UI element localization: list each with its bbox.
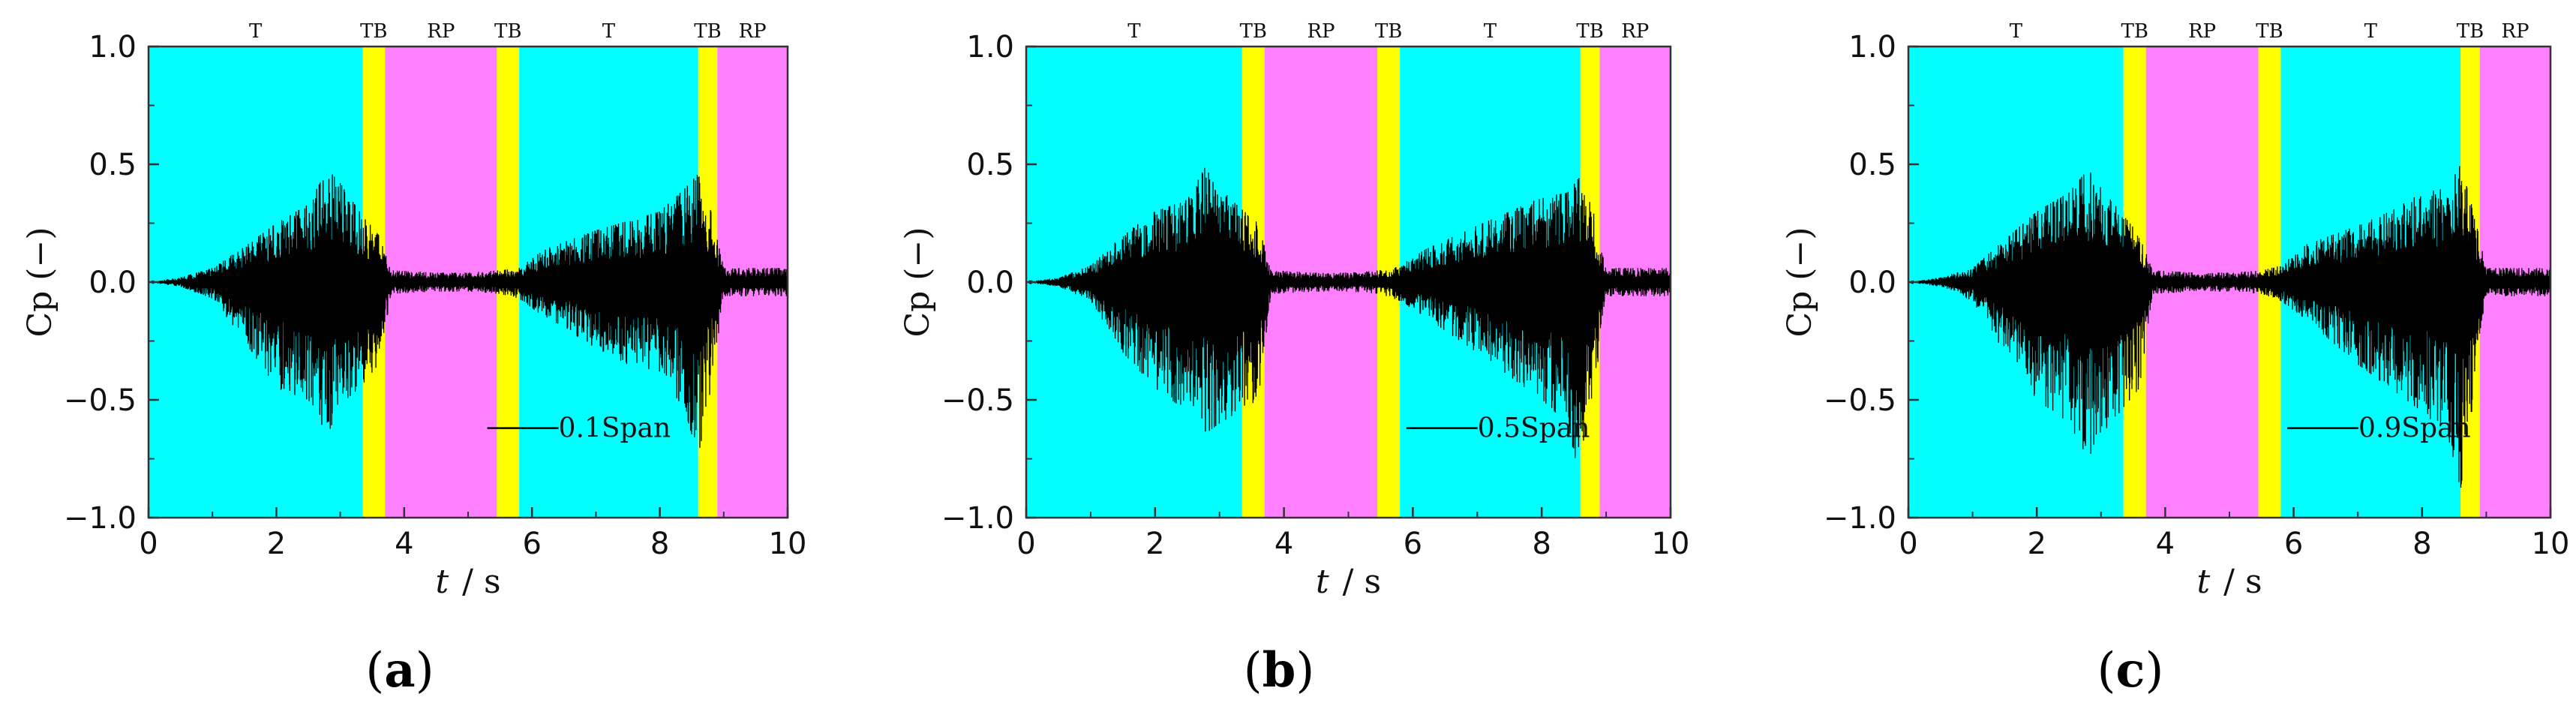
- y-tick-label: 0.5: [966, 148, 1014, 182]
- panel-letter: b: [1262, 642, 1296, 698]
- x-tick-label: 6: [1404, 527, 1422, 561]
- x-axis-label: t / s: [1316, 563, 1381, 601]
- x-tick-label: 8: [650, 527, 669, 561]
- legend-label: 0.5Span: [1478, 413, 1590, 444]
- phase-band-label: T: [249, 20, 263, 43]
- x-tick-label: 6: [2284, 527, 2303, 561]
- phase-band-label: T: [2364, 20, 2378, 43]
- chart-panel-c: T TB RP TB T TB RP 0.9Span −1.0 −0.5 0.0 0.5 1.0 0 2 4 6…: [1781, 20, 2569, 698]
- x-tick-label: 4: [2156, 527, 2175, 561]
- x-tick-label: 10: [1652, 527, 1690, 561]
- y-tick-label: 1.0: [1848, 30, 1896, 65]
- phase-band-label: RP: [1307, 20, 1335, 43]
- phase-band-label: RP: [2188, 20, 2216, 43]
- signal-trace-0: [1026, 167, 1671, 458]
- legend-label: 0.9Span: [2358, 413, 2471, 444]
- phase-band-label: TB: [2121, 20, 2148, 43]
- x-axis-unit: / s: [2223, 563, 2262, 601]
- chart-panel-b: T TB RP TB T TB RP 0.5Span −1.0 −0.5 0.0 0.5 1.0 0 2 4 6…: [899, 20, 1689, 698]
- panel-caption: (c): [2097, 642, 2164, 698]
- x-tick-label: 0: [139, 527, 158, 561]
- x-tick-label: 8: [2412, 527, 2431, 561]
- panel-caption: (a): [365, 642, 434, 698]
- y-tick-label: 1.0: [89, 30, 137, 65]
- x-axis-label: t / s: [435, 563, 500, 601]
- x-axis-unit: / s: [1343, 563, 1381, 601]
- x-axis-variable: t: [1316, 563, 1329, 601]
- phase-band-label: TB: [1576, 20, 1603, 43]
- x-tick-label: 0: [1016, 527, 1035, 561]
- y-tick-label: −0.5: [1824, 383, 1896, 418]
- phase-band-label: TB: [1240, 20, 1267, 43]
- x-tick-label: 4: [1274, 527, 1293, 561]
- y-tick-label: −0.5: [64, 383, 137, 418]
- signal-trace-0: [1908, 166, 2551, 488]
- x-tick-label: 0: [1899, 527, 1917, 561]
- phase-band-label: TB: [360, 20, 387, 43]
- phase-band-label: T: [602, 20, 616, 43]
- phase-band-label: T: [2010, 20, 2023, 43]
- panel-caption: (b): [1244, 642, 1315, 698]
- x-tick-label: 10: [769, 527, 807, 561]
- y-axis-label: Cp (−): [899, 227, 937, 337]
- phase-band-label: TB: [694, 20, 721, 43]
- y-tick-label: 0.0: [966, 266, 1014, 300]
- phase-band-label: TB: [494, 20, 521, 43]
- y-tick-label: 0.0: [1848, 266, 1896, 300]
- x-tick-label: 10: [2532, 527, 2570, 561]
- phase-band-label: T: [1484, 20, 1497, 43]
- y-tick-label: −1.0: [1824, 501, 1896, 536]
- y-axis-label: Cp (−): [21, 227, 59, 337]
- phase-band-label: RP: [1621, 20, 1649, 43]
- y-tick-label: 0.5: [1848, 148, 1896, 182]
- panel-letter: c: [2116, 642, 2145, 698]
- y-tick-label: −0.5: [941, 383, 1014, 418]
- x-tick-label: 2: [1145, 527, 1164, 561]
- y-axis-label: Cp (−): [1781, 227, 1819, 337]
- x-tick-label: 2: [2027, 527, 2046, 561]
- phase-band-label: TB: [2256, 20, 2283, 43]
- y-tick-label: 0.0: [89, 266, 137, 300]
- x-axis-variable: t: [435, 563, 449, 601]
- panel-letter: a: [384, 642, 415, 698]
- x-tick-label: 6: [522, 527, 541, 561]
- phase-band-label: T: [1127, 20, 1141, 43]
- x-tick-label: 8: [1532, 527, 1551, 561]
- chart-panel-a: T TB RP TB T TB RP 0.1Span −1.0 −0.5 0.0 0.5 1.0 0 2 4 6…: [21, 20, 806, 698]
- phase-band-label: TB: [2457, 20, 2484, 43]
- signal-trace-0: [149, 174, 788, 448]
- x-axis-unit: / s: [462, 563, 500, 601]
- y-tick-label: −1.0: [64, 501, 137, 536]
- y-tick-label: 0.5: [89, 148, 137, 182]
- x-axis-label: t / s: [2196, 563, 2262, 601]
- phase-band-label: RP: [2501, 20, 2529, 43]
- x-axis-variable: t: [2196, 563, 2210, 601]
- y-tick-label: 1.0: [966, 30, 1014, 65]
- phase-band-label: RP: [739, 20, 767, 43]
- phase-band-label: RP: [427, 20, 455, 43]
- y-tick-label: −1.0: [941, 501, 1014, 536]
- x-tick-label: 2: [267, 527, 286, 561]
- x-tick-label: 4: [395, 527, 413, 561]
- phase-band-label: TB: [1375, 20, 1402, 43]
- legend-label: 0.1Span: [559, 413, 671, 444]
